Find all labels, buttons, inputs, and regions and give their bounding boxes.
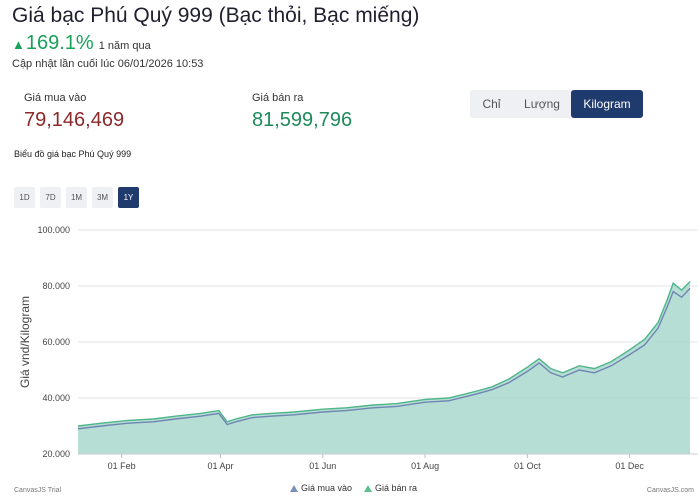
range-button-1y[interactable]: 1Y xyxy=(118,187,139,208)
unit-toggle: Chỉ Lượng Kilogram xyxy=(470,90,643,118)
range-button-3m[interactable]: 3M xyxy=(92,187,113,208)
y-tick-label: 60.000 xyxy=(42,337,70,347)
credit-left[interactable]: CanvasJS Trial xyxy=(14,487,62,494)
x-tick-label: 01 Feb xyxy=(108,461,136,471)
range-button-7d[interactable]: 7D xyxy=(40,187,61,208)
area-fill xyxy=(78,281,690,454)
legend-item-buy[interactable]: Giá mua vào xyxy=(290,483,352,493)
y-tick-label: 80.000 xyxy=(42,281,70,291)
series-line-buy xyxy=(77,287,691,430)
change-period: 1 năm qua xyxy=(98,40,151,52)
chart-legend: Giá mua vào Giá bán ra xyxy=(290,483,417,493)
x-tick-label: 01 Dec xyxy=(615,461,644,471)
buy-price-value: 79,146,469 xyxy=(24,109,125,131)
y-tick-label: 20.000 xyxy=(42,449,70,459)
sell-price-value: 81,599,796 xyxy=(252,109,353,131)
price-chart-svg: 20.000 40.000 60.000 80.000 100.000 Giá vnd/K… xyxy=(18,225,698,471)
x-tick-label: 01 Apr xyxy=(208,461,234,471)
last-updated: Cập nhật lần cuối lúc 06/01/2026 10:53 xyxy=(12,58,204,70)
unit-option-chi[interactable]: Chỉ xyxy=(482,97,501,111)
price-chart: 20.000 40.000 60.000 80.000 100.000 Giá vnd/K… xyxy=(0,222,700,504)
unit-option-kilogram[interactable]: Kilogram xyxy=(571,90,643,118)
up-arrow-icon: ▲ xyxy=(12,37,25,52)
legend-label-sell: Giá bán ra xyxy=(375,483,418,493)
range-button-1d[interactable]: 1D xyxy=(14,187,35,208)
buy-price-label: Giá mua vào xyxy=(24,92,87,104)
y-axis-label: Giá vnd/Kilogram xyxy=(18,296,32,388)
y-tick-label: 40.000 xyxy=(42,393,70,403)
range-button-1m[interactable]: 1M xyxy=(66,187,87,208)
series-line-sell xyxy=(77,281,691,427)
change-summary: ▲ 169.1% 1 năm qua xyxy=(12,32,151,55)
x-tick-label: 01 Jun xyxy=(309,461,336,471)
page-title: Giá bạc Phú Quý 999 (Bạc thỏi, Bạc miếng… xyxy=(12,4,420,27)
legend-label-buy: Giá mua vào xyxy=(301,483,353,493)
sell-price-label: Giá bán ra xyxy=(252,92,304,104)
unit-option-luong[interactable]: Lượng xyxy=(524,97,560,111)
x-tick-label: 01 Oct xyxy=(514,461,541,471)
credit-right[interactable]: CanvasJS.com xyxy=(646,487,694,494)
legend-item-sell[interactable]: Giá bán ra xyxy=(364,483,417,493)
y-tick-label: 100.000 xyxy=(37,225,70,235)
change-percent: 169.1% xyxy=(25,32,94,54)
x-tick-label: 01 Aug xyxy=(411,461,439,471)
chart-heading: Biểu đồ giá bạc Phú Quý 999 xyxy=(14,149,132,159)
triangle-marker-icon xyxy=(364,484,373,492)
range-buttons: 1D 7D 1M 3M 1Y xyxy=(14,187,139,208)
triangle-marker-icon xyxy=(290,484,298,492)
